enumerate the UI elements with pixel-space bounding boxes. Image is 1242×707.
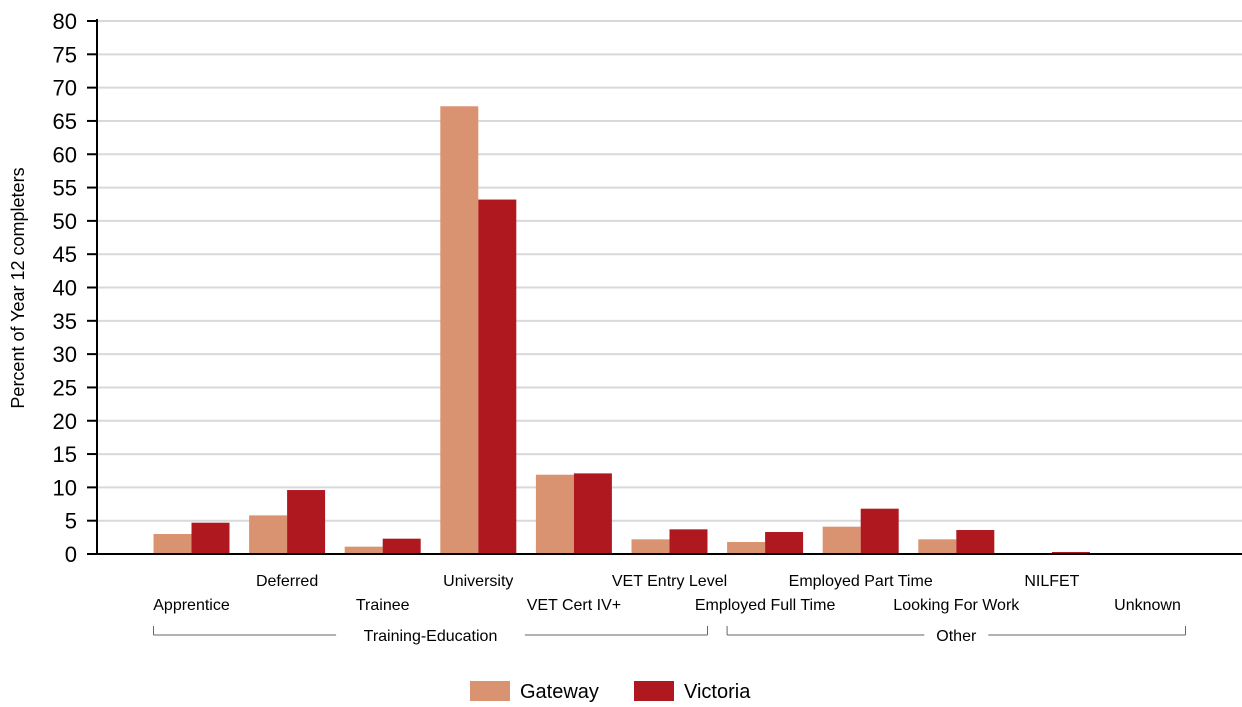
x-tick-label: Employed Full Time [695, 597, 836, 614]
bar-gateway-vet-cert-iv-[interactable] [535, 474, 574, 554]
x-tick-label: Apprentice [153, 597, 230, 614]
legend-label-victoria[interactable]: Victoria [684, 681, 751, 703]
x-tick-label: University [443, 573, 513, 590]
bar-victoria-apprentice[interactable] [191, 522, 230, 554]
bar-victoria-looking-for-work[interactable] [956, 530, 995, 554]
y-tick-label: 5 [65, 509, 77, 534]
legend-swatch-victoria[interactable] [634, 681, 674, 701]
x-tick-label: Employed Part Time [789, 573, 933, 590]
y-tick-label: 50 [53, 209, 77, 234]
category-groups: Training-Education Other [153, 626, 1186, 645]
x-tick-label: VET Entry Level [612, 573, 727, 590]
bar-victoria-trainee[interactable] [382, 538, 421, 554]
bar-victoria-university[interactable] [478, 199, 517, 554]
bar-victoria-vet-entry-level[interactable] [669, 529, 708, 554]
group-label: Training-Education [364, 628, 498, 645]
y-tick-label: 60 [53, 142, 77, 167]
y-tick-label: 35 [53, 309, 77, 334]
bar-gateway-apprentice[interactable] [153, 534, 192, 554]
y-tick-label: 0 [65, 542, 77, 567]
bar-gateway-looking-for-work[interactable] [918, 539, 957, 554]
x-tick-labels: Apprentice Deferred Trainee University VET C… [153, 573, 1181, 614]
x-tick-label: Trainee [356, 597, 410, 614]
bar-victoria-employed-part-time[interactable] [860, 508, 899, 554]
bar-victoria-deferred[interactable] [287, 490, 326, 554]
y-tick-label: 10 [53, 475, 77, 500]
x-tick-label: Deferred [256, 573, 318, 590]
bar-gateway-employed-full-time[interactable] [727, 542, 766, 554]
y-tick-labels: 0 5 10 15 20 25 30 35 40 45 50 55 60 65 70 75 80 [53, 9, 77, 567]
gridlines [97, 20, 1242, 522]
x-tick-label: VET Cert IV+ [527, 597, 621, 614]
y-tick-label: 75 [53, 42, 77, 67]
axes [87, 19, 1242, 555]
y-axis-title: Percent of Year 12 completers [8, 167, 28, 408]
bar-victoria-vet-cert-iv-[interactable] [573, 473, 612, 554]
y-tick-label: 55 [53, 176, 77, 201]
legend[interactable]: Gateway Victoria [470, 681, 751, 703]
x-tick-label: Looking For Work [893, 597, 1020, 614]
x-tick-label: NILFET [1024, 573, 1079, 590]
bar-gateway-university[interactable] [440, 106, 479, 554]
y-tick-label: 40 [53, 276, 77, 301]
x-tick-label: Unknown [1114, 597, 1181, 614]
y-tick-label: 80 [53, 9, 77, 34]
legend-label-gateway[interactable]: Gateway [520, 681, 599, 703]
y-tick-label: 65 [53, 109, 77, 134]
y-tick-label: 45 [53, 242, 77, 267]
y-tick-label: 25 [53, 375, 77, 400]
y-tick-label: 20 [53, 409, 77, 434]
legend-swatch-gateway[interactable] [470, 681, 510, 701]
bar-gateway-employed-part-time[interactable] [822, 526, 861, 554]
group-label: Other [936, 628, 977, 645]
bar-gateway-trainee[interactable] [344, 546, 383, 554]
y-tick-label: 15 [53, 442, 77, 467]
y-tick-label: 30 [53, 342, 77, 367]
bar-gateway-vet-entry-level[interactable] [631, 539, 670, 554]
bar-victoria-employed-full-time[interactable] [765, 532, 804, 554]
bars [153, 106, 1186, 554]
bar-gateway-deferred[interactable] [249, 515, 288, 554]
y-tick-label: 70 [53, 76, 77, 101]
